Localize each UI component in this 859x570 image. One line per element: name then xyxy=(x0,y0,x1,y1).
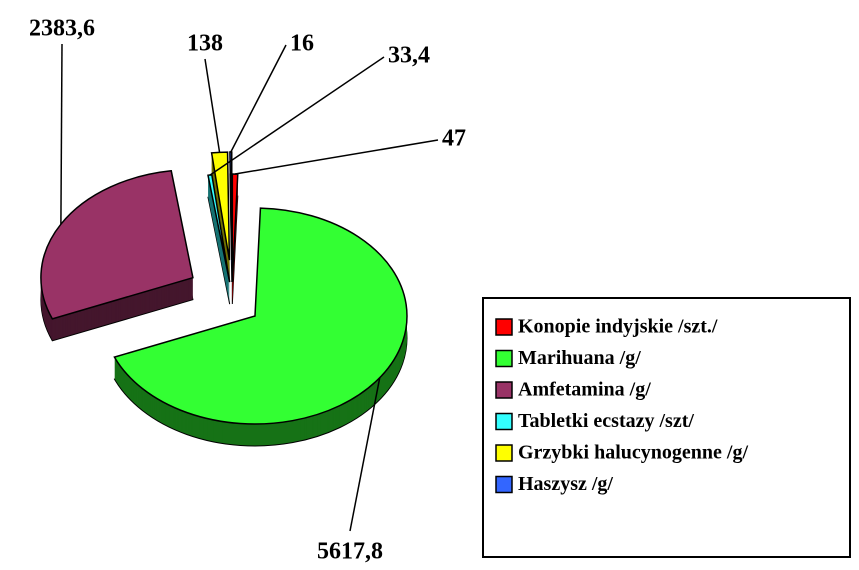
data-label: 47 xyxy=(442,126,466,152)
legend-label: Amfetamina /g/ xyxy=(518,379,651,401)
legend-swatch xyxy=(495,475,513,494)
slice-side xyxy=(208,195,230,304)
slice xyxy=(210,151,231,261)
slice-side xyxy=(208,189,230,298)
leader-line xyxy=(60,43,63,225)
slice-side xyxy=(208,190,230,299)
slice-side xyxy=(208,194,230,303)
slice-side xyxy=(208,180,230,289)
data-label: 5617,8 xyxy=(317,539,383,565)
legend-swatch xyxy=(495,444,513,462)
leader-line xyxy=(230,44,287,153)
legend-label: Konopie indyjskie /szt./ xyxy=(518,316,718,338)
slice-side xyxy=(208,186,230,295)
legend-swatch xyxy=(495,318,513,336)
data-label: 16 xyxy=(290,31,314,57)
data-label: 33,4 xyxy=(388,43,430,69)
slice xyxy=(229,151,233,261)
legend-box xyxy=(482,297,851,558)
slice-side xyxy=(208,181,230,290)
legend-swatch xyxy=(495,412,513,431)
legend-swatch xyxy=(495,381,513,399)
legend-swatch xyxy=(495,349,513,368)
slice-side xyxy=(208,183,230,292)
leader-line xyxy=(204,58,221,153)
slice-side xyxy=(208,182,230,291)
data-label: 2383,6 xyxy=(29,16,95,42)
slice-side xyxy=(208,187,230,296)
slice-side xyxy=(208,185,230,294)
slice-side xyxy=(208,184,230,293)
leader-line xyxy=(209,56,385,176)
slice-side xyxy=(208,179,230,288)
slice xyxy=(207,174,231,283)
slice xyxy=(231,173,239,283)
legend-label: Grzybki halucynogenne /g/ xyxy=(518,442,748,464)
leader-line xyxy=(234,139,439,175)
legend-label: Marihuana /g/ xyxy=(518,347,641,369)
legend-label: Tabletki ecstazy /szt/ xyxy=(518,410,694,432)
slice-side xyxy=(208,192,230,301)
legend-label: Haszysz /g/ xyxy=(518,473,613,495)
data-label: 138 xyxy=(187,31,223,57)
slice-side xyxy=(208,188,230,297)
slice-side xyxy=(208,193,230,302)
slice xyxy=(40,169,194,320)
slice-side xyxy=(208,191,230,300)
leader-line xyxy=(349,377,381,532)
